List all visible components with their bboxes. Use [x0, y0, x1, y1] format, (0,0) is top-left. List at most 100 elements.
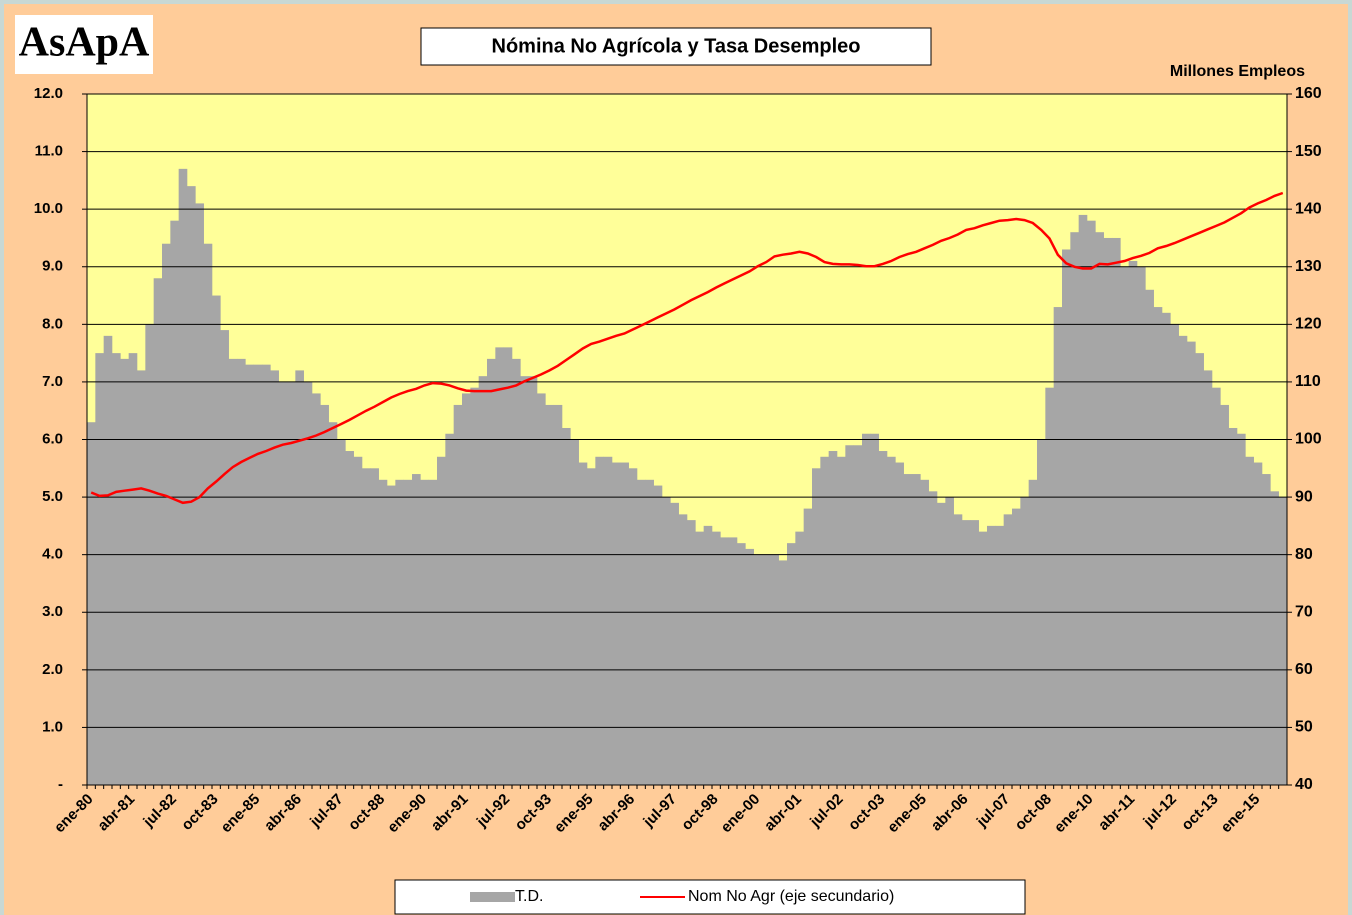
bar	[1162, 312, 1171, 785]
bar	[670, 502, 679, 785]
y2-tick-label: 40	[1295, 776, 1313, 793]
y2-tick-label: 150	[1295, 143, 1322, 160]
y2-tick-label: 130	[1295, 258, 1322, 275]
bar	[253, 364, 263, 785]
legend-label: T.D.	[515, 888, 543, 905]
bar	[795, 531, 804, 785]
bar	[403, 479, 413, 785]
bar	[1020, 497, 1029, 785]
bar	[220, 330, 229, 785]
bar	[228, 358, 238, 785]
bar	[745, 548, 754, 785]
bar	[703, 525, 713, 785]
bar	[1212, 387, 1221, 785]
bar	[853, 445, 863, 785]
bar	[653, 485, 663, 785]
logo-box	[15, 15, 153, 74]
bar	[837, 456, 846, 785]
bar	[328, 422, 338, 785]
y-tick-label: 3.0	[42, 603, 63, 620]
bar	[587, 468, 596, 785]
bar	[137, 370, 146, 785]
bar	[878, 451, 888, 785]
bar	[987, 525, 996, 785]
bar	[620, 462, 629, 785]
bar	[187, 186, 196, 786]
bar	[112, 353, 121, 785]
bar	[278, 381, 288, 785]
bar	[362, 468, 371, 785]
bar	[1120, 266, 1129, 785]
bar	[728, 537, 738, 785]
y2-tick-label: 60	[1295, 661, 1313, 678]
y2-tick-label: 110	[1295, 373, 1321, 390]
bar	[528, 376, 538, 785]
bar	[478, 376, 488, 785]
bar	[212, 295, 221, 785]
logo: AsApA	[19, 20, 150, 66]
bar	[1070, 232, 1079, 785]
bar	[803, 508, 813, 785]
bar	[545, 404, 554, 785]
bar	[320, 404, 329, 785]
bar	[170, 220, 179, 785]
bar	[437, 456, 446, 785]
bar	[420, 479, 429, 785]
bar	[787, 543, 796, 785]
bar	[1145, 289, 1154, 785]
bar	[895, 462, 904, 785]
bar	[287, 381, 296, 785]
bar	[1078, 214, 1088, 786]
bar	[945, 497, 954, 785]
y-tick-label: 12.0	[34, 85, 63, 102]
bar	[262, 364, 271, 785]
bar	[153, 278, 163, 785]
bar	[1228, 427, 1238, 785]
title-box	[420, 27, 932, 66]
bar	[862, 433, 871, 785]
y-tick-label: 1.0	[42, 718, 63, 735]
y2-axis-label: Millones Empleos	[1170, 63, 1305, 80]
bar	[603, 456, 613, 785]
legend-label: Nom No Agr (eje secundario)	[688, 888, 894, 905]
bar	[1220, 404, 1229, 785]
bar	[695, 531, 704, 785]
y2-tick-label: 120	[1295, 316, 1322, 333]
bar	[1112, 237, 1121, 786]
bar	[487, 358, 496, 785]
bar	[1278, 497, 1288, 785]
bar	[1178, 335, 1188, 785]
bar	[412, 474, 421, 785]
bar	[520, 376, 529, 785]
y2-tick-label: 80	[1295, 546, 1313, 563]
y-tick-label: 7.0	[42, 373, 63, 390]
bar	[462, 393, 471, 785]
bar	[978, 531, 988, 785]
bar	[720, 537, 729, 785]
bar	[778, 560, 788, 785]
bar	[237, 358, 246, 785]
bar	[203, 243, 213, 785]
bar	[353, 456, 363, 785]
bar	[103, 335, 113, 785]
bar	[195, 203, 204, 786]
bar	[937, 502, 946, 785]
legend-swatch	[470, 892, 515, 902]
bar	[1137, 266, 1146, 785]
bar	[678, 514, 688, 785]
bar	[1195, 353, 1204, 785]
bar	[378, 479, 388, 785]
y-tick-label: -	[58, 776, 63, 793]
bar	[870, 433, 879, 785]
bar	[562, 427, 571, 785]
y-tick-label: 2.0	[42, 661, 63, 678]
line	[90, 191, 1284, 505]
y-tick-label: 9.0	[42, 258, 63, 275]
bar	[395, 479, 404, 785]
bar	[120, 358, 129, 785]
bar	[178, 168, 188, 785]
bar	[503, 347, 513, 785]
y-tick-label: 10.0	[34, 200, 63, 217]
y2-tick-label: 100	[1295, 431, 1322, 448]
